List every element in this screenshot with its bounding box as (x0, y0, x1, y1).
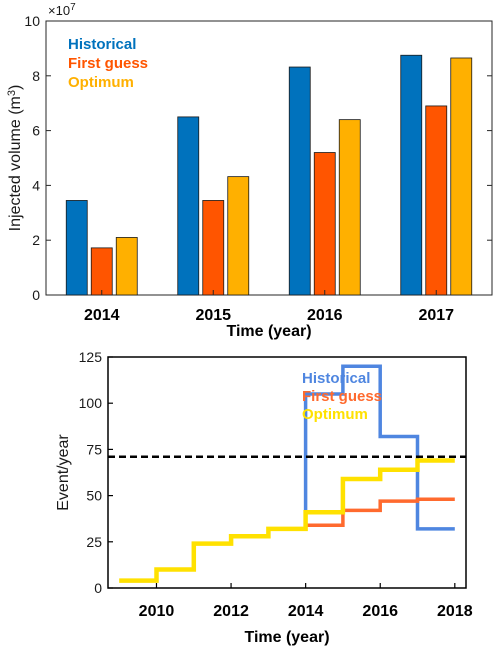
x-tick-label: 2016 (362, 603, 398, 620)
legend-entry-historical: Historical (302, 370, 370, 387)
y-tick-label: 8 (32, 68, 40, 84)
bar-first-guess-2016 (313, 152, 336, 296)
series-line-optimum (119, 458, 455, 583)
y-scale-factor: ×107 (48, 2, 76, 18)
x-tick-label: 2015 (195, 307, 231, 324)
bar-historical-2015 (177, 116, 200, 296)
x-tick-label: 2016 (307, 307, 343, 324)
plot-frame (107, 356, 467, 589)
series-line-first-guess (305, 497, 455, 527)
y-tick-label: 100 (79, 395, 103, 411)
x-tick-label: 2014 (288, 603, 324, 620)
bar-chart-injected-volume: 0 2 4 6 8 10 ×107 2014 2015 2016 2017 Time (year) In… (6, 2, 493, 340)
y-tick-label: 2 (32, 232, 40, 248)
bar-first-guess-2017 (425, 105, 448, 296)
y-tick-label: 125 (79, 349, 103, 365)
x-tick-label: 2018 (437, 603, 473, 620)
y-tick-label: 50 (86, 488, 102, 504)
x-tick-label: 2010 (139, 603, 175, 620)
y-tick-label: 75 (86, 441, 102, 457)
x-tick-label: 2012 (213, 603, 249, 620)
legend-entry-first-guess: First guess (302, 388, 382, 405)
y-tick-label: 0 (94, 580, 102, 596)
legend-entry-optimum: Optimum (302, 406, 368, 423)
y-tick-label: 0 (32, 287, 40, 303)
legend-entry-first-guess: First guess (68, 55, 148, 72)
bar-historical-2017 (400, 54, 423, 296)
y-axis-label: Event/year (55, 434, 72, 511)
bar-optimum-2016 (338, 119, 361, 296)
x-axis-label: Time (year) (244, 629, 329, 646)
x-tick-label: 2017 (418, 307, 454, 324)
y-tick-label: 4 (32, 177, 40, 193)
bar-optimum-2017 (450, 57, 473, 296)
y-tick-label: 25 (86, 534, 102, 550)
bar-optimum-2015 (227, 176, 250, 296)
legend-entry-historical: Historical (68, 36, 136, 53)
bar-historical-2014 (65, 200, 88, 296)
x-tick-label: 2014 (84, 307, 120, 324)
bar-first-guess-2015 (202, 200, 225, 296)
bar-historical-2016 (288, 66, 311, 296)
bar-first-guess-2014 (90, 247, 113, 296)
y-axis-label: Injected volume (m3) (6, 85, 24, 232)
plot-frame (45, 20, 493, 296)
legend-entry-optimum: Optimum (68, 74, 134, 91)
y-tick-label: 6 (32, 123, 40, 139)
step-chart-events-per-year: 0 25 50 75 100 125 2010 2012 2014 2016 2018 Time (y… (55, 349, 473, 646)
y-tick-label: 10 (24, 13, 40, 29)
x-axis-label: Time (year) (226, 323, 311, 340)
bar-optimum-2014 (115, 237, 138, 296)
